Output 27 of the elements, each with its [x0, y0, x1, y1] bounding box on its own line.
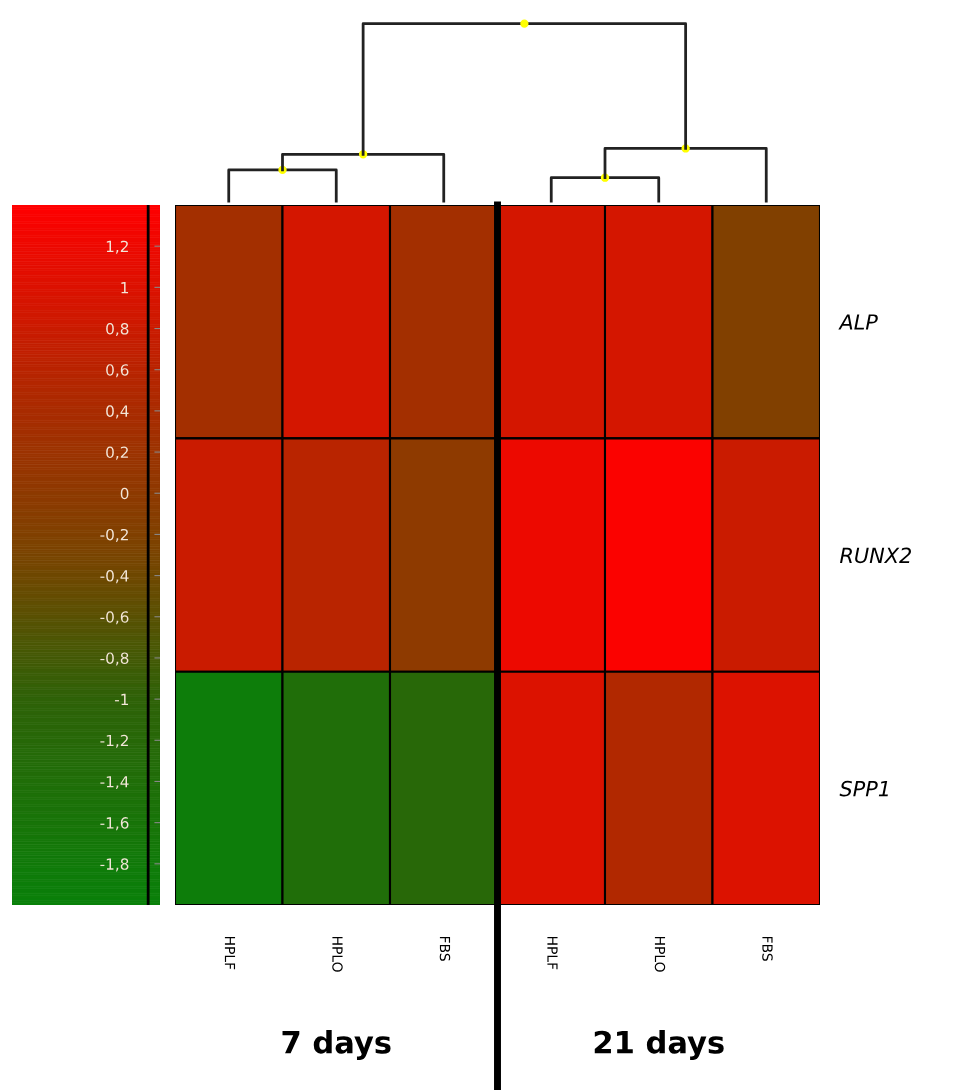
color-bar-label: -1,6 — [100, 817, 129, 831]
color-bar-label: 0,8 — [106, 322, 129, 337]
y-tick-label: SPP1 — [839, 780, 888, 797]
color-bar-label: 0,4 — [106, 405, 129, 419]
color-bar-label: -1,8 — [100, 858, 129, 872]
color-bar-label: 1,2 — [106, 240, 128, 254]
color-bar-label: -1,2 — [100, 734, 128, 748]
y-tick-label: RUNX2 — [840, 547, 911, 564]
annotation: 7 days — [282, 1030, 391, 1060]
color-bar-label: -0,8 — [100, 652, 129, 666]
color-bar-label: -0,2 — [100, 528, 128, 542]
color-bar-label: 0 — [120, 487, 129, 500]
color-bar-label: 1 — [121, 282, 129, 294]
color-bar-label: 0,2 — [106, 446, 128, 460]
y-tick-label: ALP — [838, 314, 878, 330]
color-bar-label: 0,6 — [106, 364, 129, 378]
color-bar-label: -0,4 — [100, 570, 129, 584]
x-tick-label: HPLF — [547, 936, 558, 970]
x-tick-label: HPLF — [224, 936, 236, 970]
color-bar-label: -1 — [114, 693, 129, 705]
x-tick-label: FBS — [439, 936, 451, 961]
x-tick-label: HPLO — [332, 936, 343, 972]
x-tick-label: FBS — [762, 936, 773, 961]
color-bar-label: -1,4 — [100, 776, 129, 790]
x-tick-label: HPLO — [654, 936, 666, 972]
annotation: 21 days — [594, 1030, 724, 1060]
color-bar-label: -0,6 — [100, 611, 129, 625]
